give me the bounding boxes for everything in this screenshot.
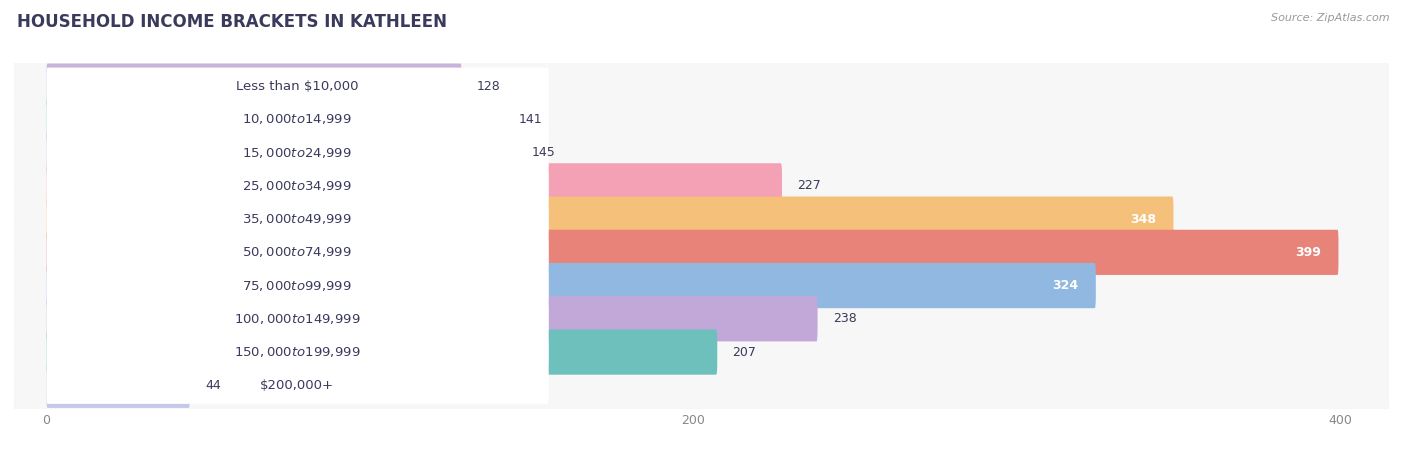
FancyBboxPatch shape bbox=[46, 167, 548, 204]
Text: 238: 238 bbox=[832, 313, 856, 326]
FancyBboxPatch shape bbox=[14, 322, 1389, 382]
FancyBboxPatch shape bbox=[46, 63, 461, 109]
FancyBboxPatch shape bbox=[14, 123, 1389, 182]
FancyBboxPatch shape bbox=[46, 134, 548, 171]
FancyBboxPatch shape bbox=[14, 90, 1389, 149]
FancyBboxPatch shape bbox=[14, 289, 1389, 348]
Text: Source: ZipAtlas.com: Source: ZipAtlas.com bbox=[1271, 13, 1389, 23]
FancyBboxPatch shape bbox=[46, 230, 1339, 275]
Text: 128: 128 bbox=[477, 79, 501, 92]
FancyBboxPatch shape bbox=[46, 367, 548, 404]
FancyBboxPatch shape bbox=[14, 356, 1389, 415]
Text: $100,000 to $149,999: $100,000 to $149,999 bbox=[233, 312, 360, 326]
Text: 207: 207 bbox=[733, 346, 756, 359]
FancyBboxPatch shape bbox=[46, 234, 548, 271]
Text: $25,000 to $34,999: $25,000 to $34,999 bbox=[242, 179, 352, 193]
FancyBboxPatch shape bbox=[46, 130, 516, 175]
FancyBboxPatch shape bbox=[46, 163, 782, 208]
FancyBboxPatch shape bbox=[46, 197, 1174, 242]
Text: 227: 227 bbox=[797, 179, 821, 192]
Text: 145: 145 bbox=[531, 146, 555, 159]
FancyBboxPatch shape bbox=[14, 154, 1389, 217]
FancyBboxPatch shape bbox=[14, 221, 1389, 284]
FancyBboxPatch shape bbox=[46, 330, 717, 374]
FancyBboxPatch shape bbox=[14, 354, 1389, 417]
FancyBboxPatch shape bbox=[14, 121, 1389, 184]
FancyBboxPatch shape bbox=[46, 267, 548, 304]
Text: $50,000 to $74,999: $50,000 to $74,999 bbox=[242, 245, 352, 260]
Text: 141: 141 bbox=[519, 113, 543, 126]
FancyBboxPatch shape bbox=[46, 300, 548, 337]
Text: 324: 324 bbox=[1053, 279, 1078, 292]
FancyBboxPatch shape bbox=[46, 296, 817, 341]
Text: $35,000 to $49,999: $35,000 to $49,999 bbox=[242, 212, 352, 226]
FancyBboxPatch shape bbox=[14, 88, 1389, 150]
FancyBboxPatch shape bbox=[46, 201, 548, 238]
FancyBboxPatch shape bbox=[14, 256, 1389, 315]
FancyBboxPatch shape bbox=[14, 55, 1389, 117]
Text: $150,000 to $199,999: $150,000 to $199,999 bbox=[233, 345, 360, 359]
FancyBboxPatch shape bbox=[14, 321, 1389, 383]
FancyBboxPatch shape bbox=[14, 288, 1389, 350]
Text: 348: 348 bbox=[1130, 213, 1156, 225]
FancyBboxPatch shape bbox=[14, 223, 1389, 282]
FancyBboxPatch shape bbox=[46, 334, 548, 370]
FancyBboxPatch shape bbox=[46, 101, 548, 138]
FancyBboxPatch shape bbox=[14, 189, 1389, 249]
Text: Less than $10,000: Less than $10,000 bbox=[236, 79, 359, 92]
Text: 44: 44 bbox=[205, 379, 221, 392]
Text: 399: 399 bbox=[1295, 246, 1322, 259]
Text: $200,000+: $200,000+ bbox=[260, 379, 335, 392]
Text: $75,000 to $99,999: $75,000 to $99,999 bbox=[242, 278, 352, 293]
Text: HOUSEHOLD INCOME BRACKETS IN KATHLEEN: HOUSEHOLD INCOME BRACKETS IN KATHLEEN bbox=[17, 13, 447, 31]
Text: $15,000 to $24,999: $15,000 to $24,999 bbox=[242, 145, 352, 159]
FancyBboxPatch shape bbox=[14, 254, 1389, 317]
FancyBboxPatch shape bbox=[46, 97, 503, 142]
FancyBboxPatch shape bbox=[46, 363, 190, 408]
Text: $10,000 to $14,999: $10,000 to $14,999 bbox=[242, 112, 352, 126]
FancyBboxPatch shape bbox=[14, 188, 1389, 251]
FancyBboxPatch shape bbox=[46, 68, 548, 105]
FancyBboxPatch shape bbox=[46, 263, 1095, 308]
FancyBboxPatch shape bbox=[14, 156, 1389, 216]
FancyBboxPatch shape bbox=[14, 57, 1389, 116]
